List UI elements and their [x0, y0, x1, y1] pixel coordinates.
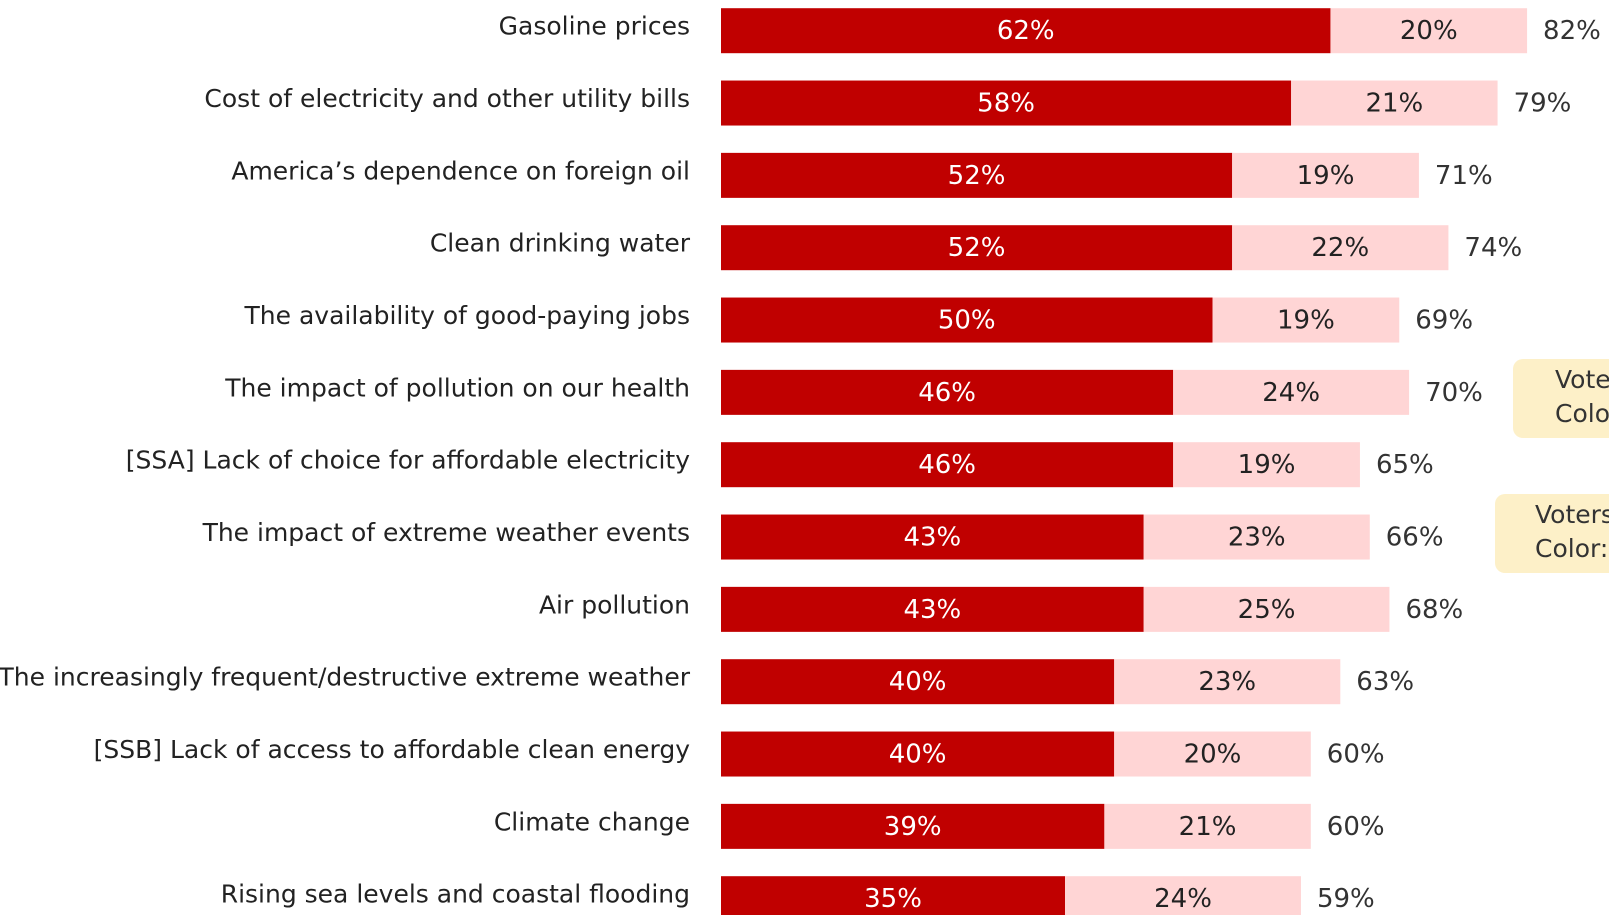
bar-segment [1232, 152, 1419, 198]
bar-segment [721, 225, 1233, 271]
category-label: Cost of electricity and other utility bi… [204, 84, 690, 113]
annotation-text: Voters [1535, 500, 1609, 529]
bar-segment [1212, 297, 1400, 343]
value-label: 50% [938, 306, 996, 336]
value-label: 19% [1297, 161, 1355, 191]
bar-segment [721, 8, 1331, 54]
bar-segment [721, 297, 1213, 343]
total-label: 82% [1543, 16, 1601, 46]
value-label: 40% [889, 740, 947, 770]
bar-segment [721, 80, 1292, 126]
category-label: America’s dependence on foreign oil [231, 156, 690, 185]
bar-segment [1232, 225, 1449, 271]
value-label: 43% [903, 523, 961, 553]
total-label: 65% [1376, 450, 1434, 480]
value-label: 23% [1198, 667, 1256, 697]
total-label: 66% [1386, 523, 1444, 553]
value-label: 20% [1184, 740, 1242, 770]
total-label: 59% [1317, 884, 1375, 914]
bar-segment [1143, 514, 1370, 560]
bar-segment [1291, 80, 1498, 126]
total-label: 69% [1415, 306, 1473, 336]
bar-segment [1173, 369, 1410, 415]
value-label: 62% [997, 16, 1055, 46]
annotation-text: Color [1555, 399, 1609, 428]
value-label: 40% [889, 667, 947, 697]
value-label: 39% [884, 812, 942, 842]
value-label: 21% [1179, 812, 1237, 842]
category-label: [SSA] Lack of choice for affordable elec… [126, 446, 690, 475]
category-label: Rising sea levels and coastal flooding [221, 880, 690, 909]
annotation-text: Vote [1555, 365, 1609, 394]
bar-segment [1143, 586, 1390, 632]
category-label: [SSB] Lack of access to affordable clean… [94, 735, 691, 764]
value-label: 22% [1311, 233, 1369, 263]
category-label: The impact of pollution on our health [224, 373, 690, 402]
bar-segment [1330, 8, 1528, 54]
value-label: 46% [918, 378, 976, 408]
bar-segment [721, 586, 1144, 632]
value-label: 19% [1238, 450, 1296, 480]
bar-segment [1173, 442, 1360, 488]
total-label: 79% [1514, 89, 1572, 119]
total-label: 71% [1435, 161, 1493, 191]
bar-segment [1104, 803, 1311, 849]
total-label: 63% [1356, 667, 1414, 697]
value-label: 35% [864, 884, 922, 914]
value-label: 20% [1400, 16, 1458, 46]
annotation-text: Color: 7 [1535, 534, 1609, 563]
value-label: 21% [1365, 89, 1423, 119]
value-label: 52% [948, 233, 1006, 263]
total-label: 60% [1327, 740, 1385, 770]
total-label: 74% [1464, 233, 1522, 263]
category-label: Air pollution [539, 590, 690, 619]
value-label: 52% [948, 161, 1006, 191]
category-label: Gasoline prices [499, 12, 690, 41]
bar-segment [721, 876, 1066, 915]
bar-segment [721, 369, 1174, 415]
category-label: Clean drinking water [430, 229, 691, 258]
bar-segment [721, 659, 1115, 705]
value-label: 23% [1228, 523, 1286, 553]
value-label: 43% [903, 595, 961, 625]
bar-segment [1114, 731, 1311, 777]
value-label: 46% [918, 450, 976, 480]
bar-segment [721, 514, 1144, 560]
bar-segment [721, 152, 1233, 198]
value-label: 19% [1277, 306, 1335, 336]
bar-segment [1065, 876, 1301, 915]
total-label: 68% [1405, 595, 1463, 625]
bar-segment [1114, 659, 1341, 705]
category-label: The impact of extreme weather events [202, 518, 690, 547]
category-label: The increasingly frequent/destructive ex… [0, 663, 691, 692]
annotation-box [1495, 494, 1609, 573]
value-label: 24% [1154, 884, 1212, 914]
value-label: 24% [1262, 378, 1320, 408]
total-label: 60% [1327, 812, 1385, 842]
total-label: 70% [1425, 378, 1483, 408]
annotation-box [1513, 359, 1609, 438]
bar-segment [721, 442, 1174, 488]
bar-segment [721, 731, 1115, 777]
value-label: 25% [1238, 595, 1296, 625]
category-label: The availability of good-paying jobs [244, 301, 690, 330]
value-label: 58% [977, 89, 1035, 119]
category-label: Climate change [494, 807, 690, 836]
bar-segment [721, 803, 1105, 849]
